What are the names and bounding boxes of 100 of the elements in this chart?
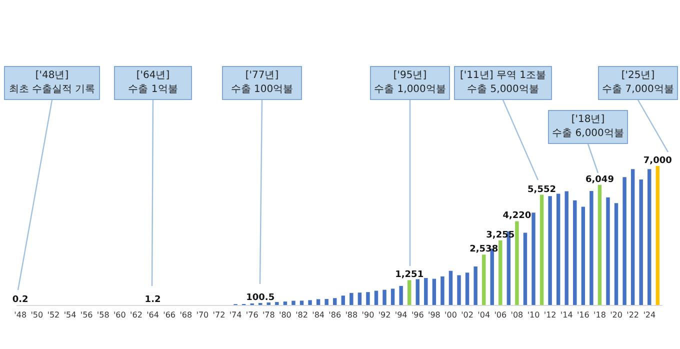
bar <box>432 278 436 305</box>
x-tick-label: '68 <box>180 310 192 320</box>
bar <box>333 298 337 305</box>
text: ['77년] 수출 100억불 <box>222 66 302 100</box>
x-tick-label: '02 <box>461 310 474 320</box>
bar <box>639 180 643 305</box>
x-tick-label: '60 <box>113 310 126 320</box>
bar <box>532 212 536 305</box>
x-tick-label: '50 <box>30 310 44 320</box>
bar <box>648 169 652 305</box>
bar <box>407 280 412 305</box>
x-tick-label: '86 <box>328 310 342 320</box>
bar <box>606 197 610 305</box>
x-tick-label: '72 <box>212 310 226 320</box>
data-label: 0.2 <box>12 294 28 305</box>
bar <box>416 279 420 305</box>
text: ['18년] 수출 6,000억불 <box>548 110 628 144</box>
bar <box>622 177 626 305</box>
x-tick-label: '10 <box>527 310 540 320</box>
bar <box>614 203 618 305</box>
text: ['95년] 수출 1,000억불 <box>370 66 450 100</box>
data-label: 4,220 <box>502 211 532 222</box>
bar <box>465 272 470 305</box>
bar <box>598 184 602 305</box>
data-label: 7,000 <box>643 156 672 166</box>
bar <box>440 276 444 305</box>
bar <box>374 290 378 305</box>
text: ['64년] 수출 1억불 <box>114 66 192 100</box>
bar <box>482 254 486 305</box>
x-tick-label: '80 <box>279 310 292 320</box>
bar <box>283 302 288 305</box>
x-tick-label: '56 <box>80 310 93 320</box>
x-tick-label: '78 <box>262 310 275 320</box>
bar <box>341 296 345 305</box>
bar <box>590 191 594 305</box>
x-tick-label: '82 <box>296 310 308 320</box>
bar <box>656 166 660 305</box>
data-label: 100.5 <box>246 293 275 304</box>
bar <box>366 292 370 305</box>
bar <box>573 200 577 305</box>
x-tick-label: '84 <box>312 310 325 320</box>
x-tick-label: '20 <box>610 310 622 320</box>
x-tick-label: '54 <box>64 310 76 320</box>
x-tick-label: '08 <box>510 310 524 320</box>
data-label: 1,251 <box>395 270 424 280</box>
x-tick-label: '70 <box>196 310 209 320</box>
bar <box>474 266 478 305</box>
x-tick-label: '48 <box>14 310 27 320</box>
bar <box>457 275 461 305</box>
bar <box>424 278 428 305</box>
x-tick-label: '96 <box>411 310 424 320</box>
text: ['48년] 최초 수출실적 기록 <box>4 66 100 100</box>
bar <box>515 221 519 305</box>
bar <box>540 194 544 305</box>
data-label: 1.2 <box>144 294 161 305</box>
x-tick-label: '66 <box>163 310 176 320</box>
x-tick-label: '64 <box>146 310 159 320</box>
x-tick-label: '18 <box>594 310 606 320</box>
x-tick-label: '06 <box>494 310 507 320</box>
bar <box>266 302 271 305</box>
bar <box>292 300 296 305</box>
bar <box>581 206 586 305</box>
x-tick-label: '98 <box>428 310 440 320</box>
x-tick-label: '04 <box>478 310 490 320</box>
x-tick-label: '92 <box>378 310 391 320</box>
x-tick-label: '74 <box>229 310 242 320</box>
x-tick-label: '00 <box>444 310 457 320</box>
text: ['11년] 무역 1조불 수출 5,000억불 <box>454 66 552 100</box>
bar <box>448 270 453 305</box>
x-tick-label: '24 <box>643 310 656 320</box>
bar <box>382 290 386 305</box>
x-tick-label: '14 <box>560 310 573 320</box>
text: ['25년] 수출 7,000억불 <box>598 66 678 100</box>
bar <box>350 292 354 305</box>
x-tick-label: '52 <box>47 310 60 320</box>
data-label: 2,538 <box>470 244 498 255</box>
x-tick-label: '16 <box>576 310 590 320</box>
x-tick-label: '94 <box>394 310 408 320</box>
bar <box>399 286 403 305</box>
data-label: 5,552 <box>528 184 556 195</box>
bar <box>556 194 560 305</box>
x-tick-label: '90 <box>362 310 374 320</box>
bar <box>300 300 304 305</box>
bar <box>308 300 312 305</box>
x-tick-label: '12 <box>544 310 556 320</box>
x-tick-label: '22 <box>626 310 640 320</box>
bar <box>523 232 528 305</box>
bar <box>630 169 635 305</box>
bar <box>390 288 395 305</box>
x-tick-label: '62 <box>130 310 142 320</box>
bar <box>324 298 328 305</box>
bar <box>564 191 568 305</box>
bar <box>275 302 279 305</box>
x-tick-label: '88 <box>345 310 358 320</box>
x-tick-label: '58 <box>96 310 110 320</box>
bar <box>498 240 502 305</box>
bar <box>548 196 552 305</box>
bar <box>358 292 362 305</box>
x-tick-label: '76 <box>246 310 258 320</box>
bar <box>316 299 320 305</box>
